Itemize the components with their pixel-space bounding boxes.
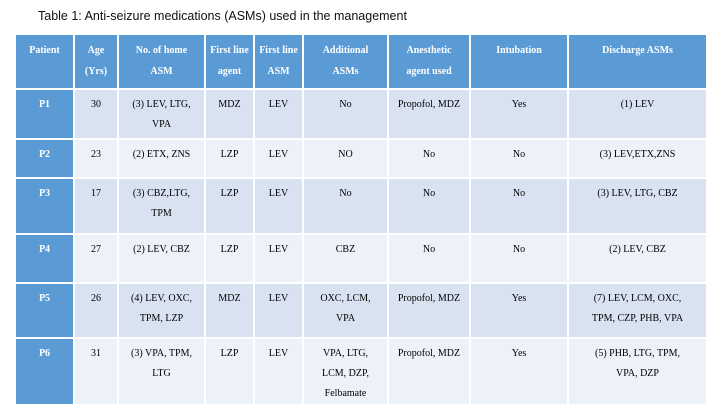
table-cell: Yes: [469, 282, 569, 339]
header-row: Patient Age (Yrs) No. of home ASM First lin…: [14, 33, 708, 90]
column-header: Discharge ASMs: [567, 33, 708, 90]
table-cell: Yes: [469, 88, 569, 140]
table-cell: (7) LEV, LCM, OXC, TPM, CZP, PHB, VPA: [567, 282, 708, 339]
table-cell: LEV: [253, 282, 304, 339]
table-cell: LEV: [253, 233, 304, 284]
patient-cell: P2: [14, 138, 75, 179]
table-cell: (2) ETX, ZNS: [117, 138, 206, 179]
table-cell: No: [302, 88, 389, 140]
table-title: Table 1: Anti-seizure medications (ASMs)…: [38, 9, 407, 23]
table-cell: (2) LEV, CBZ: [117, 233, 206, 284]
table-cell: No: [387, 233, 471, 284]
table-cell: (3) LEV,ETX,ZNS: [567, 138, 708, 179]
asm-table: Patient Age (Yrs) No. of home ASM First lin…: [14, 33, 708, 405]
table-cell: VPA, LTG, LCM, DZP, Felbamate: [302, 337, 389, 405]
table-cell: No: [469, 177, 569, 235]
table-row: P6 31 (3) VPA, TPM, LTG LZP LEV VPA, LTG, LCM…: [14, 337, 708, 405]
table-cell: Yes: [469, 337, 569, 405]
column-header: First line ASM: [253, 33, 304, 90]
table-cell: LEV: [253, 177, 304, 235]
table-cell: (2) LEV, CBZ: [567, 233, 708, 284]
table-cell: No: [302, 177, 389, 235]
column-header: Patient: [14, 33, 75, 90]
table-cell: MDZ: [204, 282, 255, 339]
table-cell: No: [469, 233, 569, 284]
table-cell: LEV: [253, 138, 304, 179]
table-cell: Propofol, MDZ: [387, 88, 471, 140]
table-cell: (3) CBZ,LTG, TPM: [117, 177, 206, 235]
table-cell: 31: [73, 337, 119, 405]
table-cell: LEV: [253, 337, 304, 405]
table-cell: (3) VPA, TPM, LTG: [117, 337, 206, 405]
table-cell: 17: [73, 177, 119, 235]
table-cell: CBZ: [302, 233, 389, 284]
table-cell: MDZ: [204, 88, 255, 140]
table-cell: LZP: [204, 177, 255, 235]
table-row: P3 17 (3) CBZ,LTG, TPM LZP LEV No No No (3) LEV,…: [14, 177, 708, 235]
table-cell: (5) PHB, LTG, TPM, VPA, DZP: [567, 337, 708, 405]
column-header: Anesthetic agent used: [387, 33, 471, 90]
table-header: Patient Age (Yrs) No. of home ASM First lin…: [14, 33, 708, 90]
patient-cell: P5: [14, 282, 75, 339]
column-header: No. of home ASM: [117, 33, 206, 90]
table-cell: 26: [73, 282, 119, 339]
table-row: P5 26 (4) LEV, OXC, TPM, LZP MDZ LEV OXC, LCM…: [14, 282, 708, 339]
table-body: P1 30 (3) LEV, LTG, VPA MDZ LEV No Propofol, M…: [14, 88, 708, 405]
table-cell: OXC, LCM, VPA: [302, 282, 389, 339]
column-header: Age (Yrs): [73, 33, 119, 90]
table-row: P4 27 (2) LEV, CBZ LZP LEV CBZ No No (2) LEV, CB…: [14, 233, 708, 284]
patient-cell: P4: [14, 233, 75, 284]
table-cell: 30: [73, 88, 119, 140]
table-cell: No: [387, 177, 471, 235]
table-cell: Propofol, MDZ: [387, 282, 471, 339]
table-cell: 27: [73, 233, 119, 284]
table-cell: LZP: [204, 233, 255, 284]
table-cell: (3) LEV, LTG, VPA: [117, 88, 206, 140]
table-cell: (4) LEV, OXC, TPM, LZP: [117, 282, 206, 339]
patient-cell: P6: [14, 337, 75, 405]
table-cell: (1) LEV: [567, 88, 708, 140]
table-cell: NO: [302, 138, 389, 179]
patient-cell: P1: [14, 88, 75, 140]
table-cell: LZP: [204, 138, 255, 179]
table-cell: 23: [73, 138, 119, 179]
table-cell: (3) LEV, LTG, CBZ: [567, 177, 708, 235]
patient-cell: P3: [14, 177, 75, 235]
table-cell: LZP: [204, 337, 255, 405]
table-cell: Propofol, MDZ: [387, 337, 471, 405]
column-header: Intubation: [469, 33, 569, 90]
table-cell: LEV: [253, 88, 304, 140]
table-cell: No: [387, 138, 471, 179]
table-row: P2 23 (2) ETX, ZNS LZP LEV NO No No (3) LEV,ETX,…: [14, 138, 708, 179]
column-header: Additional ASMs: [302, 33, 389, 90]
column-header: First line agent: [204, 33, 255, 90]
table-row: P1 30 (3) LEV, LTG, VPA MDZ LEV No Propofol, M…: [14, 88, 708, 140]
table-cell: No: [469, 138, 569, 179]
